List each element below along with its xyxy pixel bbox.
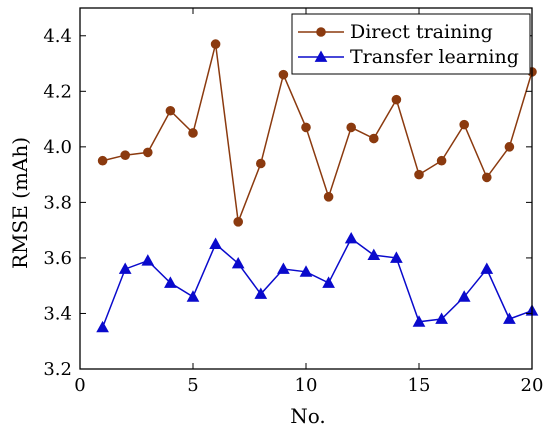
- direct-training-point: [414, 169, 424, 180]
- y-tick-label: 4.0: [43, 137, 72, 158]
- transfer-learning-point: [503, 312, 516, 324]
- direct-training-point: [482, 172, 492, 183]
- axis-layer: 0 5 10 15 20 3.2 3.4 3.6 3.8 4.0 4.2 4.4: [43, 7, 544, 396]
- direct-training-point: [120, 150, 130, 160]
- x-tick-label: 15: [408, 375, 431, 396]
- direct-training-point: [97, 155, 108, 166]
- x-tick-label: 5: [187, 375, 198, 396]
- direct-training-point: [301, 122, 311, 133]
- y-tick-label: 4.4: [43, 26, 72, 47]
- direct-training-point: [369, 133, 379, 144]
- transfer-learning-point: [231, 256, 245, 269]
- transfer-learning-point: [164, 276, 177, 288]
- direct-training-series: [97, 39, 537, 227]
- direct-training-point: [278, 69, 289, 80]
- transfer-learning-point: [412, 315, 426, 327]
- direct-training-point: [459, 119, 470, 130]
- legend-box: [291, 13, 531, 75]
- direct-training-line: [102, 43, 533, 223]
- transfer-learning-legend-label: Transfer learning: [350, 46, 519, 68]
- direct-training-point: [323, 192, 334, 202]
- transfer-learning-point: [118, 262, 132, 274]
- direct-training-point: [210, 39, 221, 49]
- direct-training-point: [233, 217, 243, 227]
- direct-training-point: [188, 128, 198, 138]
- direct-training-point: [346, 122, 357, 133]
- x-axis-label: No.: [290, 404, 326, 428]
- direct-training-legend-label: Direct training: [350, 21, 493, 43]
- direct-training-point: [165, 105, 176, 116]
- transfer-learning-point: [457, 290, 471, 302]
- direct-training-point: [504, 142, 515, 152]
- direct-training-legend-marker: [316, 27, 326, 37]
- transfer-learning-point: [299, 265, 313, 277]
- transfer-learning-point: [141, 254, 155, 266]
- transfer-learning-point: [390, 251, 403, 263]
- y-tick-label: 3.2: [43, 359, 72, 380]
- legend: Direct training Transfer learning: [291, 13, 531, 75]
- transfer-learning-series: [96, 231, 539, 333]
- y-tick-label: 3.8: [43, 192, 72, 213]
- y-tick-label: 4.2: [43, 81, 72, 102]
- x-tick-label: 20: [521, 375, 544, 396]
- y-axis-label: RMSE (mAh): [8, 137, 32, 269]
- transfer-learning-point: [209, 237, 222, 249]
- direct-training-point: [436, 155, 447, 166]
- direct-training-point: [256, 158, 266, 169]
- y-tick-label: 3.4: [43, 303, 72, 324]
- transfer-learning-point: [186, 290, 200, 302]
- transfer-learning-point: [367, 248, 381, 261]
- transfer-learning-point: [254, 287, 268, 299]
- transfer-learning-legend-marker: [314, 50, 328, 62]
- transfer-learning-point: [322, 276, 335, 288]
- direct-training-point: [391, 94, 402, 105]
- transfer-learning-point: [344, 231, 358, 244]
- transfer-learning-point: [277, 262, 290, 274]
- transfer-learning-point: [96, 320, 109, 333]
- x-tick-label: 10: [295, 375, 318, 396]
- transfer-learning-point: [480, 262, 494, 274]
- x-tick-label: 0: [74, 375, 85, 396]
- y-tick-label: 3.6: [43, 248, 72, 269]
- plot-layer: [96, 39, 539, 333]
- direct-training-point: [143, 147, 153, 158]
- transfer-learning-point: [435, 312, 448, 324]
